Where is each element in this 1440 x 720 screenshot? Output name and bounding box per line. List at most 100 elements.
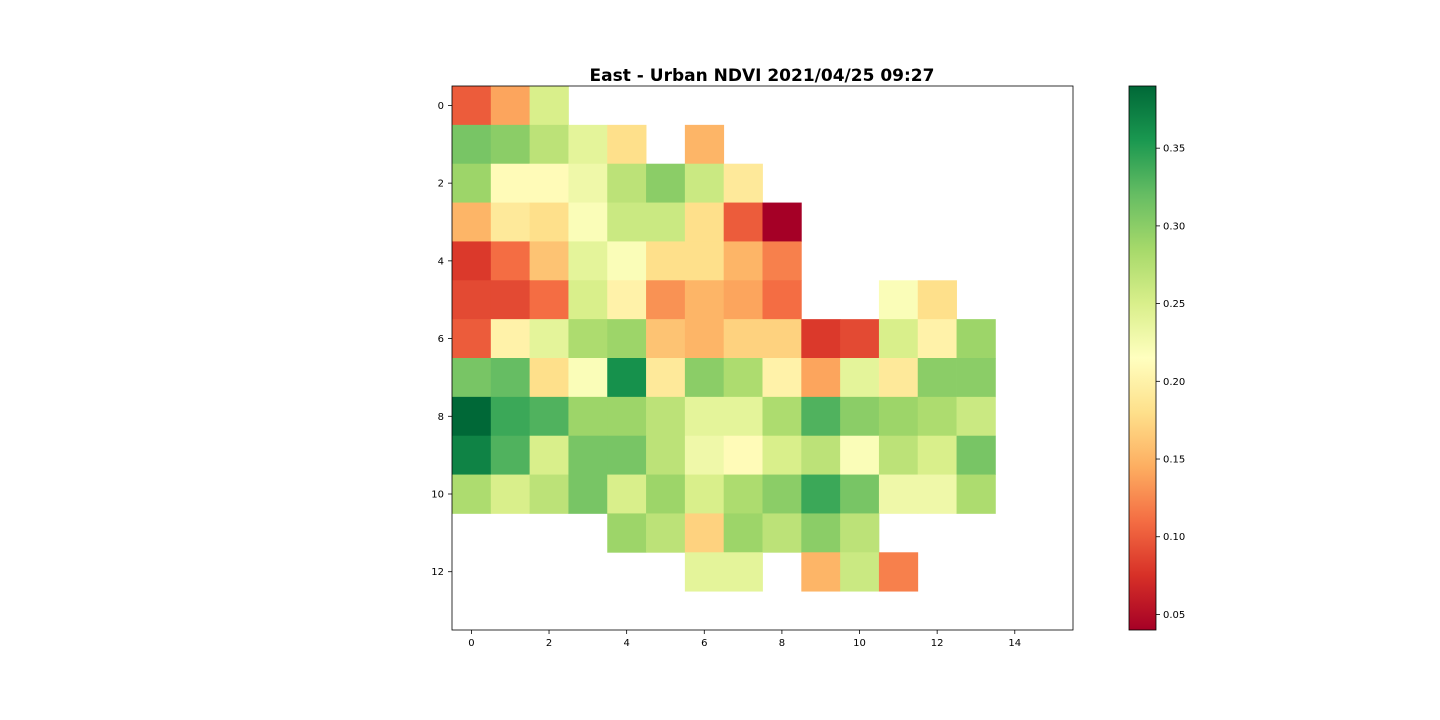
heatmap-cell — [917, 396, 957, 437]
x-tick-label: 12 — [931, 638, 944, 649]
heatmap-cell — [840, 513, 880, 553]
heatmap-cell — [684, 163, 725, 203]
heatmap-cell — [607, 163, 647, 203]
heatmap-cell — [529, 241, 569, 281]
heatmap-cell — [878, 280, 919, 320]
heatmap-cell — [956, 396, 996, 437]
heatmap-cell — [607, 513, 647, 553]
heatmap-cell — [607, 474, 647, 514]
y-axis: 0 2 4 6 8 10 12 — [431, 101, 452, 578]
heatmap-cell — [490, 163, 531, 203]
heatmap-cell — [878, 435, 919, 475]
heatmap-cell — [529, 163, 569, 203]
heatmap-cell — [452, 163, 492, 203]
heatmap-cell — [762, 319, 802, 359]
heatmap-cell — [529, 124, 569, 165]
heatmap-cell — [723, 319, 763, 359]
heatmap-cell — [723, 280, 763, 320]
heatmap-cell — [490, 358, 531, 398]
chart-title: East - Urban NDVI 2021/04/25 09:27 — [590, 66, 935, 86]
heatmap-cell — [917, 358, 957, 398]
heatmap-cell — [684, 474, 725, 514]
heatmap-cell — [646, 435, 686, 475]
colorbar-tick-label: 0.35 — [1163, 144, 1185, 155]
colorbar-tick-label: 0.30 — [1163, 221, 1185, 232]
heatmap-cell — [840, 319, 880, 359]
heatmap-cell — [529, 280, 569, 320]
heatmap-cell — [878, 552, 919, 592]
heatmap-cell — [607, 435, 647, 475]
heatmap-cell — [684, 202, 725, 242]
heatmap-cell — [452, 435, 492, 475]
heatmap-cell — [490, 319, 531, 359]
heatmap-cell — [762, 474, 802, 514]
heatmap-cell — [646, 280, 686, 320]
heatmap-cell — [723, 241, 763, 281]
heatmap-cell — [452, 280, 492, 320]
colorbar-tick-label: 0.20 — [1163, 377, 1185, 388]
heatmap-cell — [568, 396, 608, 437]
heatmap-cell — [684, 435, 725, 475]
heatmap-cell — [646, 513, 686, 553]
x-tick-label: 14 — [1008, 638, 1021, 649]
heatmap-cell — [840, 435, 880, 475]
heatmap-cell — [646, 202, 686, 242]
x-tick-label: 8 — [779, 638, 785, 649]
heatmap-cell — [684, 319, 725, 359]
heatmap-cell — [490, 241, 531, 281]
heatmap-cell — [490, 124, 531, 165]
heatmap-cell — [452, 319, 492, 359]
heatmap-cell — [840, 358, 880, 398]
heatmap-cell — [840, 474, 880, 514]
heatmap-cell — [568, 241, 608, 281]
heatmap-cell — [452, 474, 492, 514]
heatmap-cell — [646, 241, 686, 281]
heatmap-cell — [452, 124, 492, 165]
heatmap-cell — [452, 358, 492, 398]
heatmap-cell — [684, 241, 725, 281]
heatmap-cell — [646, 396, 686, 437]
y-tick-label: 4 — [438, 256, 444, 267]
heatmap-cell — [762, 202, 802, 242]
heatmap-cell — [762, 396, 802, 437]
y-tick-label: 10 — [431, 490, 444, 501]
heatmap-cell — [762, 513, 802, 553]
x-axis: 0 2 4 6 8 10 12 14 — [468, 630, 1021, 649]
heatmap-cell — [568, 163, 608, 203]
heatmap-cell — [607, 396, 647, 437]
heatmap-cell — [607, 241, 647, 281]
heatmap-cell — [529, 435, 569, 475]
heatmap-cell — [723, 163, 763, 203]
heatmap-cell — [646, 163, 686, 203]
heatmap-cell — [452, 241, 492, 281]
heatmap-cell — [762, 241, 802, 281]
heatmap-cell — [723, 435, 763, 475]
colorbar-tick-label: 0.10 — [1163, 532, 1185, 543]
heatmap-cell — [801, 396, 841, 437]
heatmap-cell — [723, 396, 763, 437]
plot-frame — [451, 85, 1074, 631]
heatmap-cell — [878, 396, 919, 437]
x-tick-label: 4 — [623, 638, 629, 649]
heatmap-cell — [878, 474, 919, 514]
y-tick-label: 0 — [438, 101, 444, 112]
heatmap-cell — [878, 358, 919, 398]
heatmap-cell — [840, 396, 880, 437]
heatmap-cell — [801, 435, 841, 475]
heatmap-cell — [956, 319, 996, 359]
heatmap-cell — [568, 358, 608, 398]
colorbar-tick-label: 0.25 — [1163, 299, 1185, 310]
heatmap-cell — [490, 396, 531, 437]
heatmap-cell — [723, 474, 763, 514]
heatmap-cell — [452, 86, 492, 126]
x-tick-label: 0 — [468, 638, 474, 649]
heatmap-cell — [801, 358, 841, 398]
heatmap-cell — [646, 358, 686, 398]
colorbar: 0.05 0.10 0.15 0.20 0.25 0.30 0.35 — [1128, 85, 1185, 631]
heatmap-cell — [529, 474, 569, 514]
heatmap-cell — [956, 358, 996, 398]
heatmap-cell — [490, 86, 531, 126]
heatmap-cell — [646, 474, 686, 514]
y-tick-label: 12 — [431, 567, 444, 578]
